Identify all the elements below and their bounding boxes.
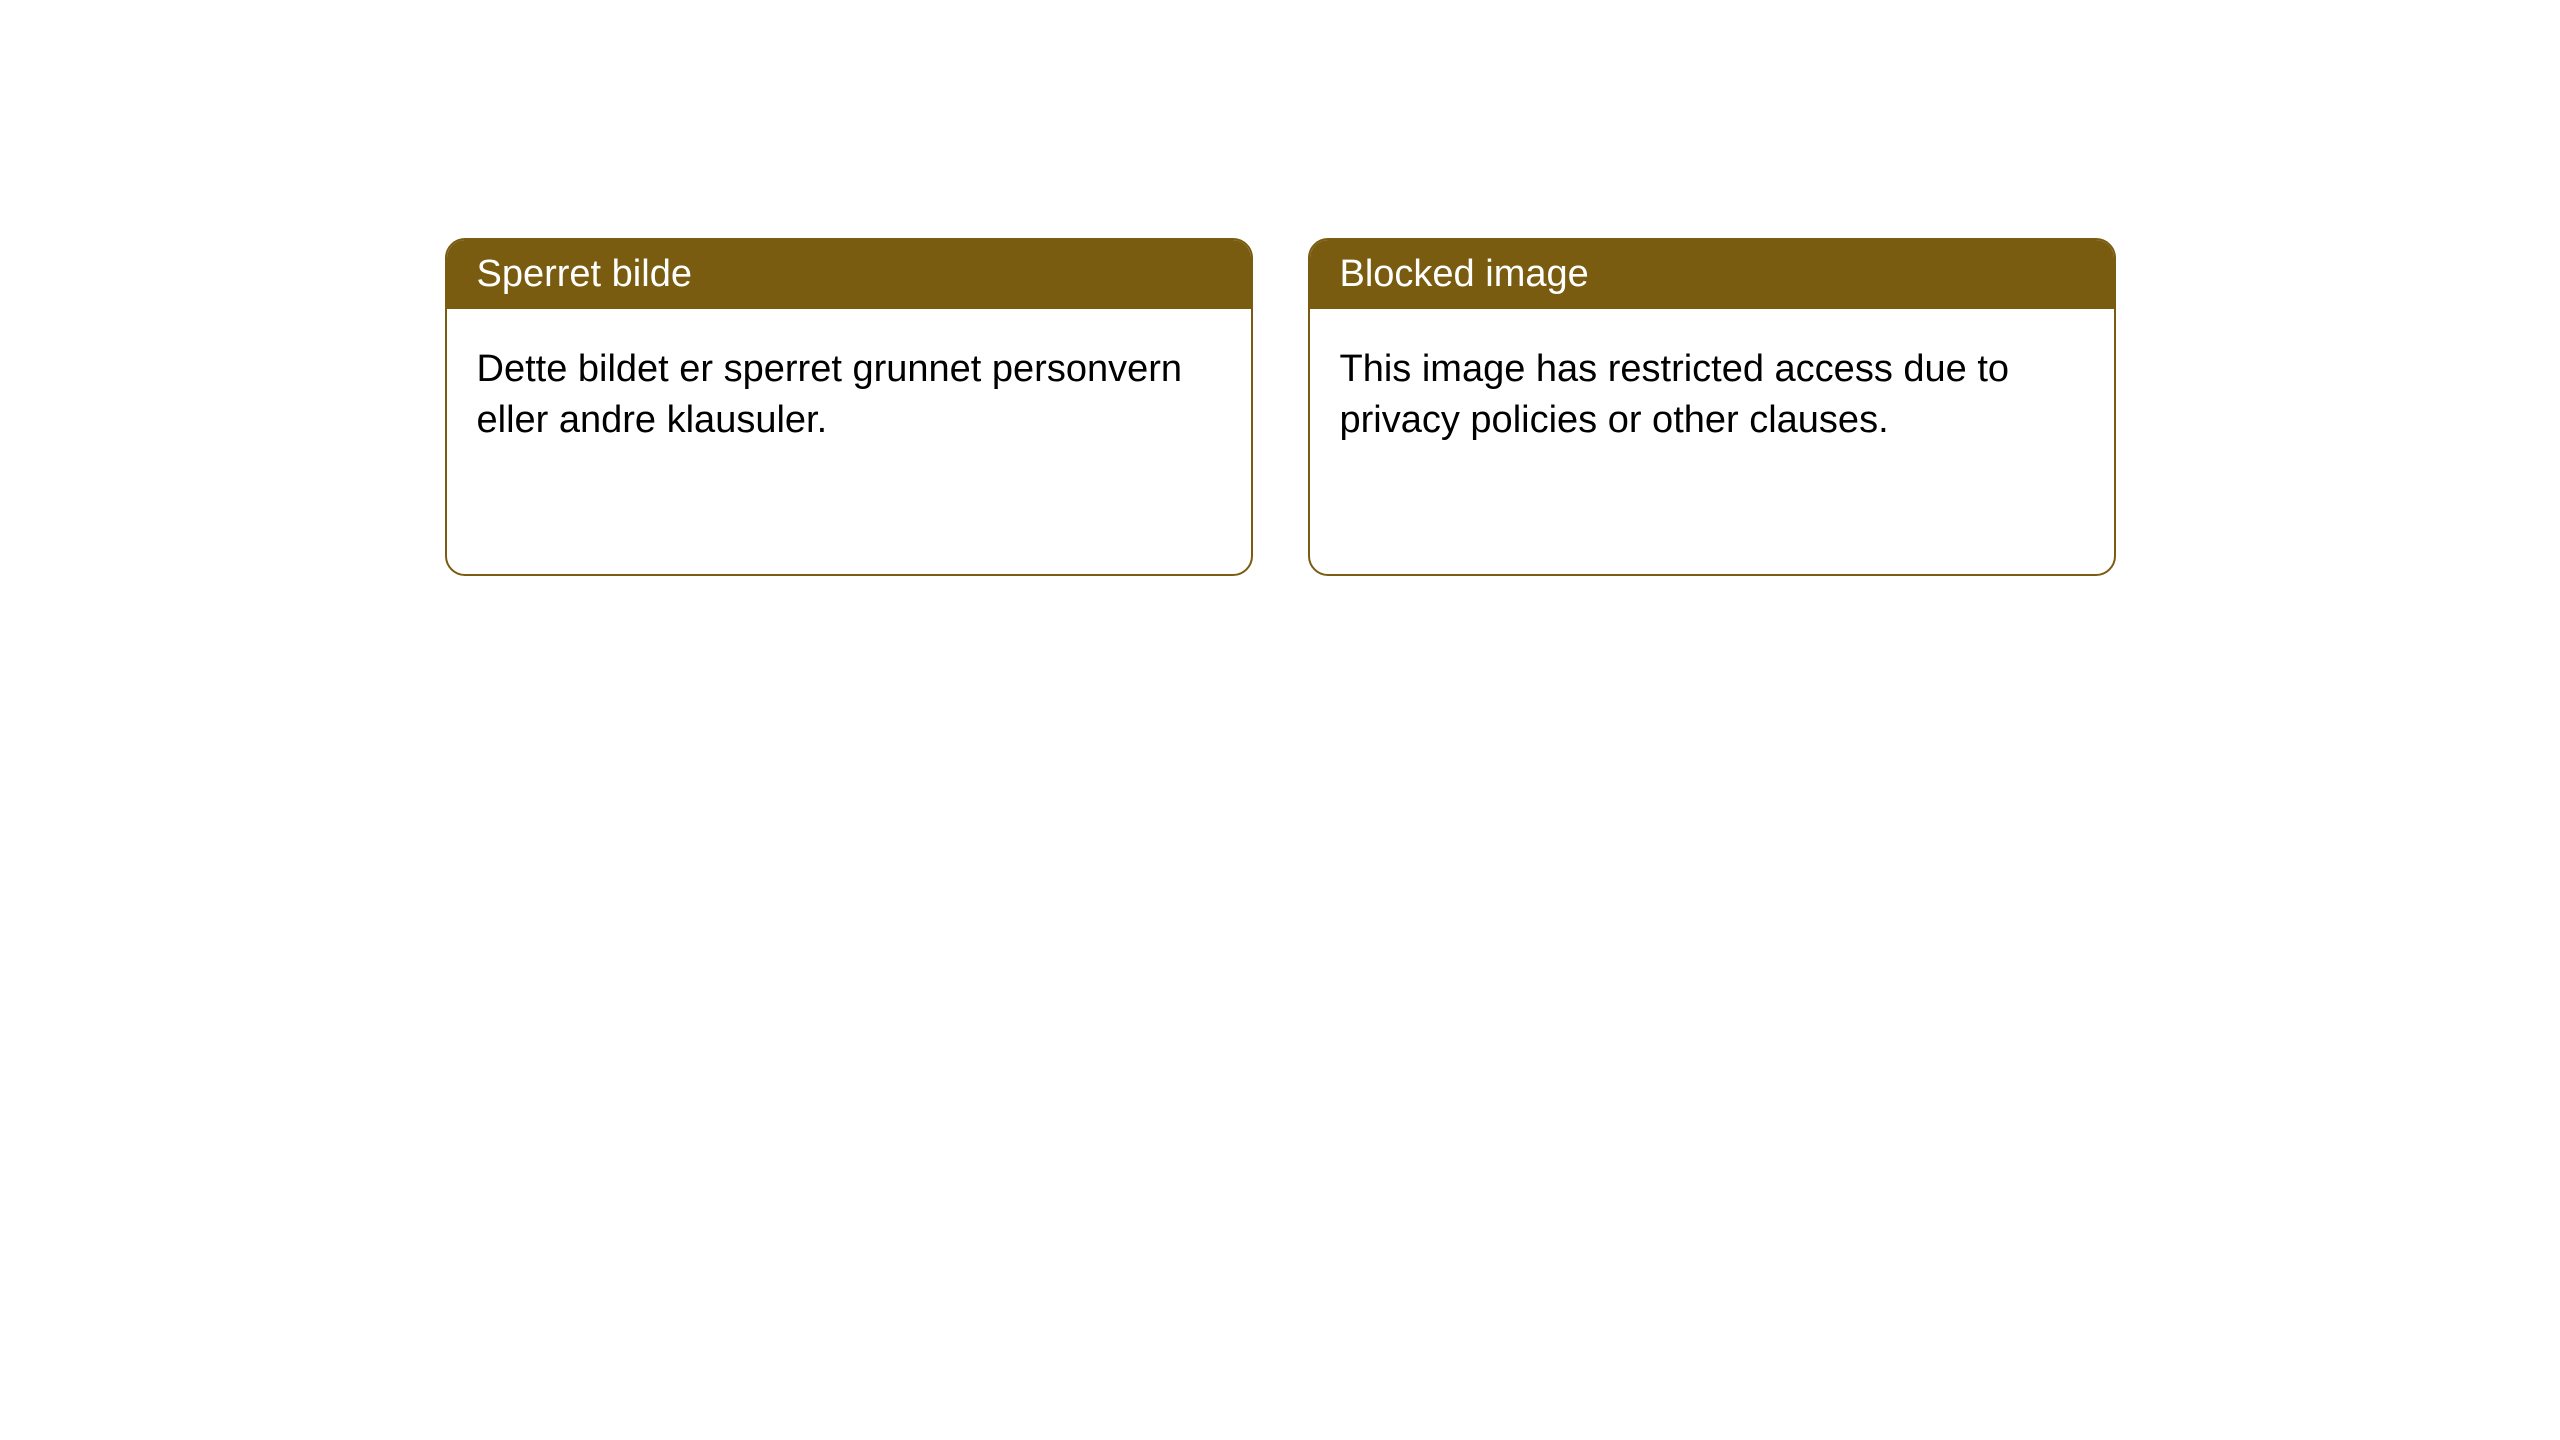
card-message-no: Dette bildet er sperret grunnet personve… — [447, 309, 1251, 482]
card-title-en: Blocked image — [1310, 240, 2114, 309]
blocked-image-notices: Sperret bilde Dette bildet er sperret gr… — [445, 238, 2116, 1440]
card-title-no: Sperret bilde — [447, 240, 1251, 309]
blocked-image-card-en: Blocked image This image has restricted … — [1308, 238, 2116, 576]
card-message-en: This image has restricted access due to … — [1310, 309, 2114, 482]
blocked-image-card-no: Sperret bilde Dette bildet er sperret gr… — [445, 238, 1253, 576]
